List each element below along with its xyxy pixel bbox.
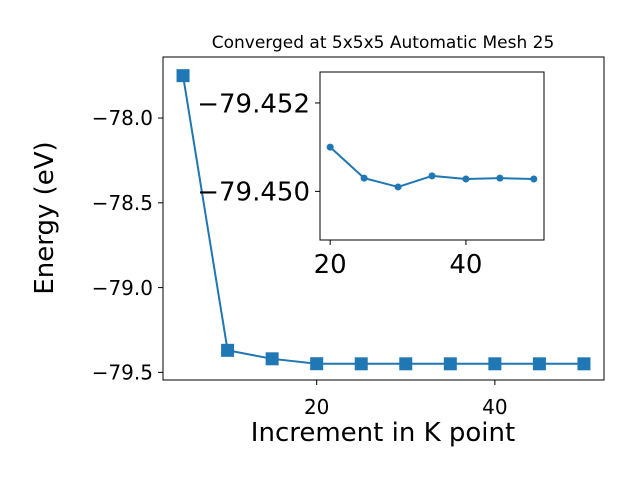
- inset-data-point: [326, 143, 334, 151]
- main-data-point: [443, 357, 457, 371]
- chart-title: Converged at 5x5x5 Automatic Mesh 25: [212, 33, 555, 53]
- main-data-point: [310, 357, 324, 371]
- main-marks: [176, 69, 591, 371]
- main-y-tick-label: −79.0: [92, 276, 153, 300]
- main-data-point: [265, 352, 279, 366]
- main-data-point: [488, 357, 502, 371]
- main-data-point: [221, 343, 235, 357]
- inset-background: [320, 72, 544, 240]
- main-ticks: 20 40 −78.0 −78.5 −79.0 −79.5: [92, 106, 508, 419]
- main-y-tick-label: −78.5: [92, 191, 153, 215]
- inset-y-tick-label: −79.452: [197, 89, 310, 119]
- main-x-tick-label: 20: [304, 395, 329, 419]
- y-axis-label: Energy (eV): [30, 141, 60, 294]
- inset-data-point: [530, 175, 538, 183]
- main-data-point: [399, 357, 413, 371]
- inset-data-point: [496, 174, 504, 182]
- main-plot-frame: [162, 56, 605, 381]
- inset-data-point: [360, 174, 368, 182]
- inset-data-point: [394, 183, 402, 191]
- inset-x-tick-label: 20: [314, 250, 347, 280]
- inset-data-point: [428, 172, 436, 180]
- inset-y-tick-label: −79.450: [197, 178, 310, 208]
- inset-ticks: 20 40 −79.452 −79.450: [197, 89, 482, 280]
- inset-plot-frame: [319, 71, 545, 241]
- main-axes: Converged at 5x5x5 Automatic Mesh 25 Inc…: [30, 33, 605, 448]
- inset-data-point: [462, 175, 470, 183]
- main-series-line: [182, 75, 584, 365]
- x-axis-label: Increment in K point: [251, 418, 515, 448]
- inset-x-tick-label: 40: [449, 250, 482, 280]
- main-data-point: [176, 69, 190, 83]
- main-y-tick-label: −78.0: [92, 106, 153, 130]
- main-data-point: [354, 357, 368, 371]
- inset-marks: [326, 143, 538, 191]
- main-data-point: [577, 357, 591, 371]
- main-data-point: [532, 357, 546, 371]
- main-x-tick-label: 40: [482, 395, 507, 419]
- inset-axes: 20 40 −79.452 −79.450: [197, 71, 545, 280]
- main-y-tick-label: −79.5: [92, 361, 153, 385]
